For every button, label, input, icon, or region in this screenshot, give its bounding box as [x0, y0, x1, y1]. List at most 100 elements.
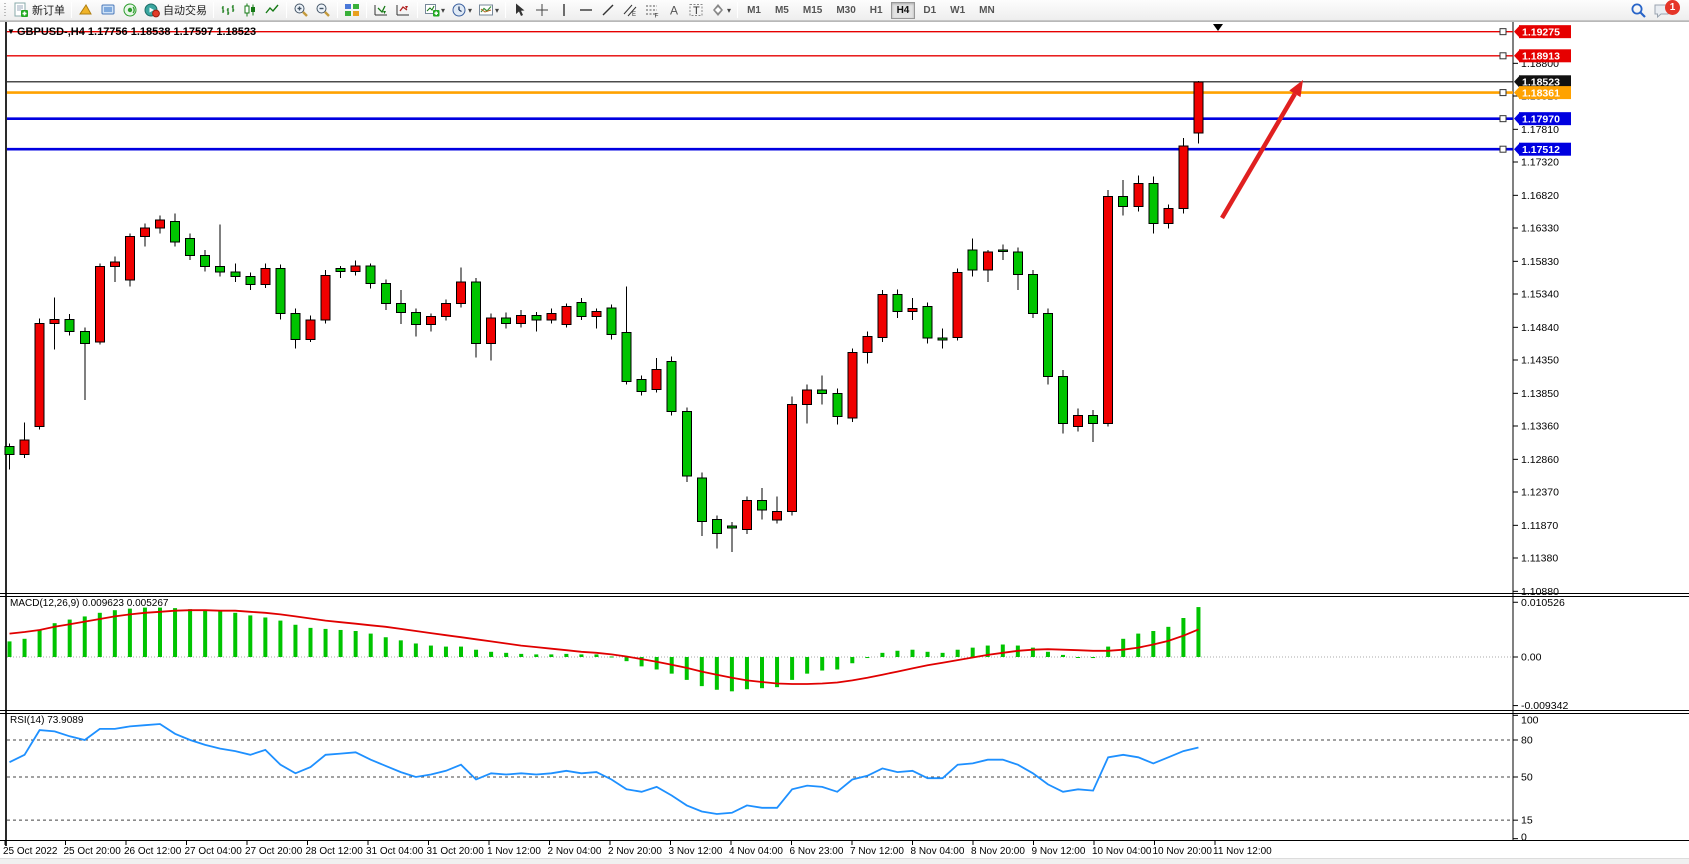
- tile-windows-button[interactable]: [341, 1, 363, 20]
- line-handle[interactable]: [1499, 28, 1507, 36]
- tab-timeframe-D1[interactable]: D1: [923, 4, 937, 16]
- line-chart-button[interactable]: [261, 1, 283, 20]
- candle-bear: [471, 281, 482, 344]
- line-chart-icon: [264, 2, 280, 18]
- crosshair-tool-button[interactable]: [531, 1, 553, 20]
- line-handle[interactable]: [1499, 52, 1507, 60]
- tab-timeframe-H4[interactable]: H4: [890, 1, 916, 19]
- macd-histogram-bar: [594, 654, 599, 657]
- time-axis-label: 27 Oct 20:00: [245, 846, 303, 857]
- macd-histogram-bar: [323, 628, 328, 657]
- annotation-arrow-shaft[interactable]: [1220, 92, 1297, 220]
- fibonacci-tool-button[interactable]: F: [641, 1, 663, 20]
- macd-histogram-bar: [744, 657, 749, 690]
- macd-histogram-bar: [1061, 654, 1065, 657]
- rsi-indicator-label: RSI(14) 73.9089: [10, 715, 84, 726]
- line-handle[interactable]: [1499, 89, 1507, 97]
- macd-histogram-bar: [624, 657, 629, 662]
- line-handle[interactable]: [1499, 145, 1507, 153]
- candle-bull: [34, 322, 45, 428]
- toolbar-grip[interactable]: [4, 2, 8, 18]
- hline-tool-button[interactable]: [575, 1, 597, 20]
- macd-histogram-bar: [1106, 646, 1111, 657]
- terminal-button[interactable]: [97, 1, 119, 20]
- zoom-in-button[interactable]: [290, 1, 312, 20]
- candlestick-chart-button[interactable]: [239, 1, 261, 20]
- annotation-arrow-head[interactable]: [1289, 80, 1303, 98]
- symbol-dropdown-icon[interactable]: ▼: [7, 27, 15, 36]
- macd-histogram-bar: [218, 611, 223, 657]
- candle-bear: [4, 446, 15, 456]
- macd-histogram-bar: [820, 657, 825, 671]
- tab-timeframe-H1[interactable]: H1: [869, 4, 883, 16]
- candle-bear: [1088, 414, 1099, 424]
- candle-bull: [1133, 182, 1144, 208]
- trendline-tool-button[interactable]: [597, 1, 619, 20]
- price-axis-label: 1.16820: [1521, 190, 1559, 202]
- price-marker-1.17970: 1.17970: [1522, 113, 1560, 125]
- notifications-button[interactable]: 1: [1650, 0, 1683, 20]
- price-marker-1.18523: 1.18523: [1522, 77, 1560, 89]
- candle-bull: [862, 336, 873, 354]
- time-axis-label: 7 Nov 12:00: [850, 846, 904, 857]
- macd-histogram-bar: [248, 615, 253, 657]
- new-order-button[interactable]: 新订单: [10, 1, 68, 20]
- macd-histogram-bar: [925, 651, 930, 657]
- candle-bear: [832, 392, 843, 418]
- candle-bull: [94, 266, 105, 343]
- time-axis-label: 6 Nov 23:00: [790, 846, 844, 857]
- period-dropdown[interactable]: ▾: [448, 1, 475, 20]
- text-tool-button[interactable]: A: [663, 1, 685, 20]
- label-tool-button[interactable]: T: [685, 1, 707, 20]
- rsi-axis-label: 50: [1521, 772, 1533, 784]
- horizontal-line-icon: [578, 2, 594, 18]
- macd-histogram-bar: [654, 657, 659, 670]
- zoom-out-button[interactable]: [312, 1, 334, 20]
- candle-bull: [109, 261, 120, 268]
- autotrading-button[interactable]: 自动交易: [141, 1, 210, 20]
- price-axis: 1.188001.183101.178101.173201.168201.163…: [1513, 58, 1559, 598]
- chart-shift-marker[interactable]: [1213, 24, 1223, 31]
- add-chart-dropdown[interactable]: ▾: [421, 1, 448, 20]
- candle-bear: [380, 282, 391, 304]
- channel-icon: E: [622, 2, 638, 18]
- vline-tool-button[interactable]: [553, 1, 575, 20]
- text-label-icon: T: [688, 2, 704, 18]
- candle-bull: [516, 314, 527, 324]
- candle-bear: [757, 500, 767, 511]
- macd-histogram-bar: [639, 657, 644, 667]
- bar-chart-button[interactable]: [217, 1, 239, 20]
- market-watch-button[interactable]: [75, 1, 97, 20]
- channel-tool-button[interactable]: E: [619, 1, 641, 20]
- tab-timeframe-M5[interactable]: M5: [774, 4, 789, 16]
- svg-text:E: E: [632, 12, 636, 18]
- tab-timeframe-M30[interactable]: M30: [836, 4, 856, 16]
- price-marker-1.18913: 1.18913: [1522, 51, 1560, 63]
- zoom-out-icon: [315, 2, 331, 18]
- tab-timeframe-MN[interactable]: MN: [979, 4, 995, 16]
- shapes-dropdown[interactable]: ▾: [707, 1, 734, 20]
- cursor-tool-button[interactable]: [509, 1, 531, 20]
- macd-histogram-bar: [775, 657, 780, 688]
- tab-timeframe-W1[interactable]: W1: [950, 4, 966, 16]
- candle-bull: [802, 389, 813, 406]
- time-axis-label: 27 Oct 04:00: [185, 846, 243, 857]
- candle-bear: [1058, 376, 1068, 424]
- indicator-remove-button[interactable]: [392, 1, 414, 20]
- tab-timeframe-M15[interactable]: M15: [802, 4, 823, 16]
- search-button[interactable]: [1627, 1, 1650, 20]
- tab-timeframe-M1[interactable]: M1: [747, 4, 761, 16]
- candle-bear: [681, 410, 692, 477]
- macd-histogram-bar: [173, 608, 178, 657]
- template-dropdown[interactable]: ▾: [475, 1, 502, 20]
- macd-histogram-bar: [459, 646, 463, 657]
- macd-histogram-bar: [1091, 657, 1096, 659]
- macd-histogram-bar: [504, 652, 509, 657]
- new-order-icon: [13, 2, 29, 18]
- macd-histogram-bar: [368, 633, 373, 657]
- candle-bear: [290, 312, 301, 340]
- indicator-window-button[interactable]: [370, 1, 392, 20]
- line-handle[interactable]: [1499, 115, 1507, 123]
- signals-button[interactable]: [119, 1, 141, 20]
